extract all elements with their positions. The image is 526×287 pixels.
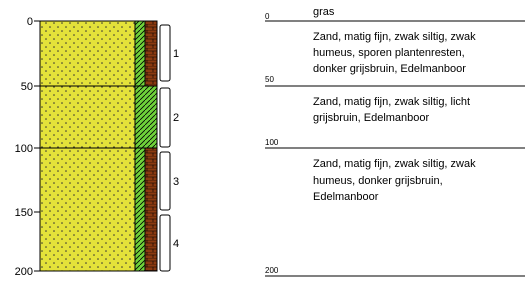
description: Zand, matig fijn, zwak siltig, zwak xyxy=(313,31,476,43)
tick-label: 150 xyxy=(15,207,33,219)
tick-label: 50 xyxy=(21,81,33,93)
depth-label: 0 xyxy=(265,12,270,21)
description: Zand, matig fijn, zwak siltig, licht xyxy=(313,96,470,108)
sample-box xyxy=(160,25,170,81)
description: grijsbruin, Edelmanboor xyxy=(313,112,430,124)
borehole-log: 0 50 100 150 200 1 2 3 4 0 50 100 200 gr… xyxy=(0,0,526,282)
silt-layer xyxy=(135,148,145,271)
depth-label: 200 xyxy=(265,266,279,275)
soil-column xyxy=(40,21,157,271)
description-column: 0 50 100 200 gras Zand, matig fijn, zwak… xyxy=(265,6,525,276)
sample-label: 3 xyxy=(173,176,179,188)
tick-label: 0 xyxy=(27,16,33,28)
sample-label: 2 xyxy=(173,112,179,124)
sample-box xyxy=(160,152,170,210)
samples: 1 2 3 4 xyxy=(160,25,179,271)
humus-layer xyxy=(145,21,157,86)
description: humeus, donker grijsbruin, xyxy=(313,175,443,187)
description: humeus, sporen plantenresten, xyxy=(313,47,465,59)
sand-layer xyxy=(40,21,135,86)
silt-layer xyxy=(135,86,157,148)
depth-label: 50 xyxy=(265,75,274,84)
sample-label: 4 xyxy=(173,238,179,250)
silt-layer xyxy=(135,21,145,86)
depth-ticks: 0 50 100 150 200 xyxy=(15,16,40,278)
description: donker grijsbruin, Edelmanboor xyxy=(313,63,466,75)
description: gras xyxy=(313,6,335,18)
description: Edelmanboor xyxy=(313,191,379,203)
tick-label: 200 xyxy=(15,266,33,278)
description: Zand, matig fijn, zwak siltig, zwak xyxy=(313,158,476,170)
sand-layer xyxy=(40,86,135,148)
sample-box xyxy=(160,88,170,147)
sample-label: 1 xyxy=(173,48,179,60)
sand-layer xyxy=(40,148,135,271)
sample-box xyxy=(160,215,170,271)
depth-label: 100 xyxy=(265,138,279,147)
humus-layer xyxy=(145,148,157,271)
tick-label: 100 xyxy=(15,143,33,155)
